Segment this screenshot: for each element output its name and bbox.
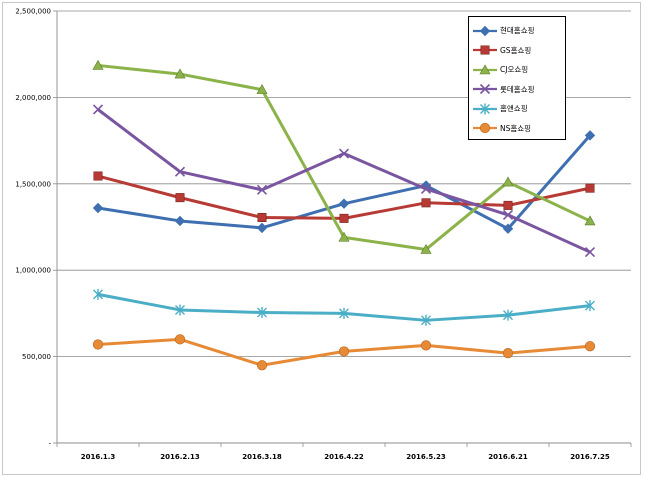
data-point (421, 198, 431, 208)
data-point (338, 346, 350, 357)
series-lines (92, 59, 596, 371)
x-tick-label: 2016.3.18 (242, 453, 282, 461)
data-point (421, 314, 431, 326)
legend-label: CJ오쇼핑 (500, 65, 529, 75)
data-point (479, 64, 491, 75)
data-point (338, 148, 350, 159)
data-point (339, 213, 349, 223)
data-point (92, 339, 104, 350)
data-point (584, 215, 596, 226)
data-point (502, 223, 514, 234)
legend-item: 홈앤쇼핑 (469, 99, 565, 119)
gridlines (57, 10, 631, 358)
legend-swatch (473, 45, 497, 55)
data-point (480, 103, 490, 115)
y-tick-labels: - 500,000 1,000,000 1,500,000 2,000,000 2,500… (15, 8, 51, 448)
data-point (256, 360, 268, 371)
data-point (585, 183, 595, 193)
data-point (420, 243, 432, 254)
y-tick-label: 500,000 (22, 353, 51, 361)
data-point (92, 59, 104, 70)
y-tick-label: 1,500,000 (15, 180, 51, 188)
data-point (502, 176, 514, 187)
data-point (420, 340, 432, 351)
data-point (256, 84, 268, 94)
legend-swatch (473, 123, 497, 134)
data-point (480, 45, 490, 55)
data-point (93, 288, 103, 300)
series-NS홈쇼핑 (92, 334, 596, 371)
data-point (257, 307, 267, 319)
data-point (479, 25, 491, 36)
data-point (479, 123, 491, 134)
legend-swatch (473, 84, 497, 95)
data-point (174, 166, 186, 177)
y-tick-label: 2,000,000 (15, 94, 51, 102)
data-point (503, 309, 513, 321)
legend-item: 현대홈쇼핑 (469, 21, 565, 41)
data-point (584, 341, 596, 352)
legend-swatch (473, 25, 497, 36)
data-point (584, 246, 596, 258)
y-tick-label: - (48, 440, 51, 448)
legend-item: 롯데홈쇼핑 (469, 80, 565, 100)
x-tick-label: 2016.2.13 (160, 453, 200, 461)
data-point (339, 307, 349, 319)
data-point (174, 334, 186, 345)
series-CJ오쇼핑 (92, 59, 596, 254)
y-tick-label: 2,500,000 (15, 8, 51, 16)
data-point (502, 209, 514, 220)
data-point (420, 183, 432, 195)
legend-item: GS홈쇼핑 (469, 41, 565, 61)
data-point (585, 300, 595, 312)
y-tick-label: 1,000,000 (15, 267, 51, 275)
legend-label: 홈앤쇼핑 (500, 104, 528, 114)
series-GS홈쇼핑 (93, 171, 595, 223)
x-tick-label: 2016.4.22 (324, 453, 364, 461)
data-point (174, 68, 186, 79)
series-line (97, 174, 591, 220)
legend-swatch (473, 64, 497, 75)
x-tick-labels: 2016.1.3 2016.2.13 2016.3.18 2016.4.22 2016.… (81, 453, 610, 461)
data-point (257, 212, 267, 222)
axes (53, 10, 632, 447)
x-tick-label: 2016.1.3 (81, 453, 116, 461)
data-point (175, 304, 185, 316)
data-point (479, 84, 491, 95)
data-point (502, 348, 514, 359)
series-홈앤쇼핑 (93, 288, 595, 326)
legend-label: NS홈쇼핑 (500, 123, 532, 133)
data-point (175, 193, 185, 203)
data-point (338, 231, 350, 242)
legend-item: CJ오쇼핑 (469, 60, 565, 80)
series-현대홈쇼핑 (92, 130, 596, 234)
x-tick-label: 2016.6.21 (488, 453, 528, 461)
series-롯데홈쇼핑 (92, 104, 596, 258)
data-point (93, 171, 103, 181)
data-point (256, 184, 268, 195)
data-point (92, 202, 104, 214)
data-point (174, 215, 186, 227)
data-point (92, 104, 104, 115)
x-tick-label: 2016.7.25 (570, 453, 610, 461)
legend-swatch (473, 103, 497, 115)
legend-label: GS홈쇼핑 (500, 45, 532, 55)
legend-item: NS홈쇼핑 (469, 119, 565, 139)
data-point (256, 222, 268, 234)
x-tick-label: 2016.5.23 (406, 453, 446, 461)
data-point (503, 200, 513, 210)
data-point (584, 130, 596, 141)
legend-label: 현대홈쇼핑 (500, 26, 535, 36)
legend-label: 롯데홈쇼핑 (500, 84, 535, 94)
data-point (338, 198, 350, 209)
